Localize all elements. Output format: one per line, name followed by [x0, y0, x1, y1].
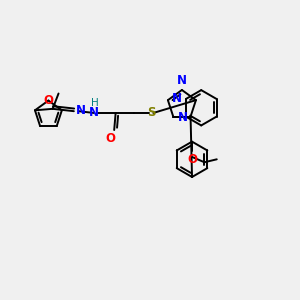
Text: H: H	[91, 98, 99, 108]
Text: N: N	[76, 104, 86, 117]
Text: S: S	[147, 106, 155, 119]
Text: O: O	[44, 94, 53, 107]
Text: N: N	[178, 111, 188, 124]
Text: N: N	[171, 92, 182, 105]
Text: N: N	[177, 74, 187, 87]
Text: N: N	[89, 106, 99, 118]
Text: O: O	[106, 132, 116, 146]
Text: O: O	[187, 153, 197, 167]
